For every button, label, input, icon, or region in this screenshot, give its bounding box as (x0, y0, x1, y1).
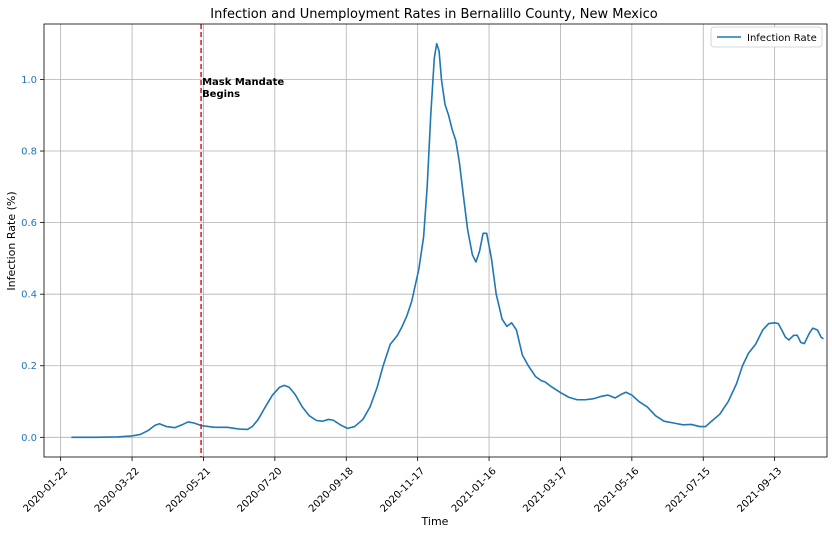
legend: Infection Rate (710, 26, 823, 48)
plot-frame (43, 23, 828, 458)
y-tick-label: 1.0 (21, 75, 37, 86)
x-tick-label: 2021-09-13 (735, 466, 784, 515)
y-tick-label: 0.6 (21, 218, 37, 229)
x-axis: 2020-01-22 2020-03-22 2020-05-21 2020-07-20… (21, 457, 784, 515)
y-tick-label: 0.4 (21, 290, 37, 301)
y-axis: 0.0 0.2 0.4 0.6 0.8 1.0 (21, 75, 44, 444)
x-tick-label: 2020-09-18 (307, 466, 356, 515)
mask-mandate-label: Begins (202, 89, 240, 100)
series-layer (71, 42, 824, 439)
x-tick-label: 2020-03-22 (93, 466, 142, 515)
x-tick-label: 2021-05-16 (593, 466, 642, 515)
y-tick-label: 0.0 (21, 433, 37, 444)
chart-title: Infection and Unemployment Rates in Bern… (210, 7, 657, 22)
y-axis-title: Infection Rate (%) (5, 191, 18, 290)
x-tick-label: 2021-01-16 (450, 466, 499, 515)
y-tick-label: 0.2 (21, 361, 37, 372)
x-tick-label: 2020-11-17 (378, 466, 427, 515)
x-tick-label: 2021-07-15 (664, 466, 713, 515)
x-tick-label: 2020-05-21 (164, 466, 213, 515)
x-tick-label: 2021-03-17 (521, 466, 570, 515)
x-tick-label: 2020-07-20 (236, 466, 285, 515)
series-line-infection-rate (71, 42, 824, 439)
mask-mandate-label: Mask Mandate (202, 77, 284, 88)
legend-box (710, 26, 823, 48)
x-axis-title: Time (421, 515, 449, 528)
y-tick-label: 0.8 (21, 147, 37, 158)
legend-label: Infection Rate (747, 33, 817, 44)
x-tick-label: 2020-01-22 (21, 466, 70, 515)
grid (44, 24, 827, 457)
